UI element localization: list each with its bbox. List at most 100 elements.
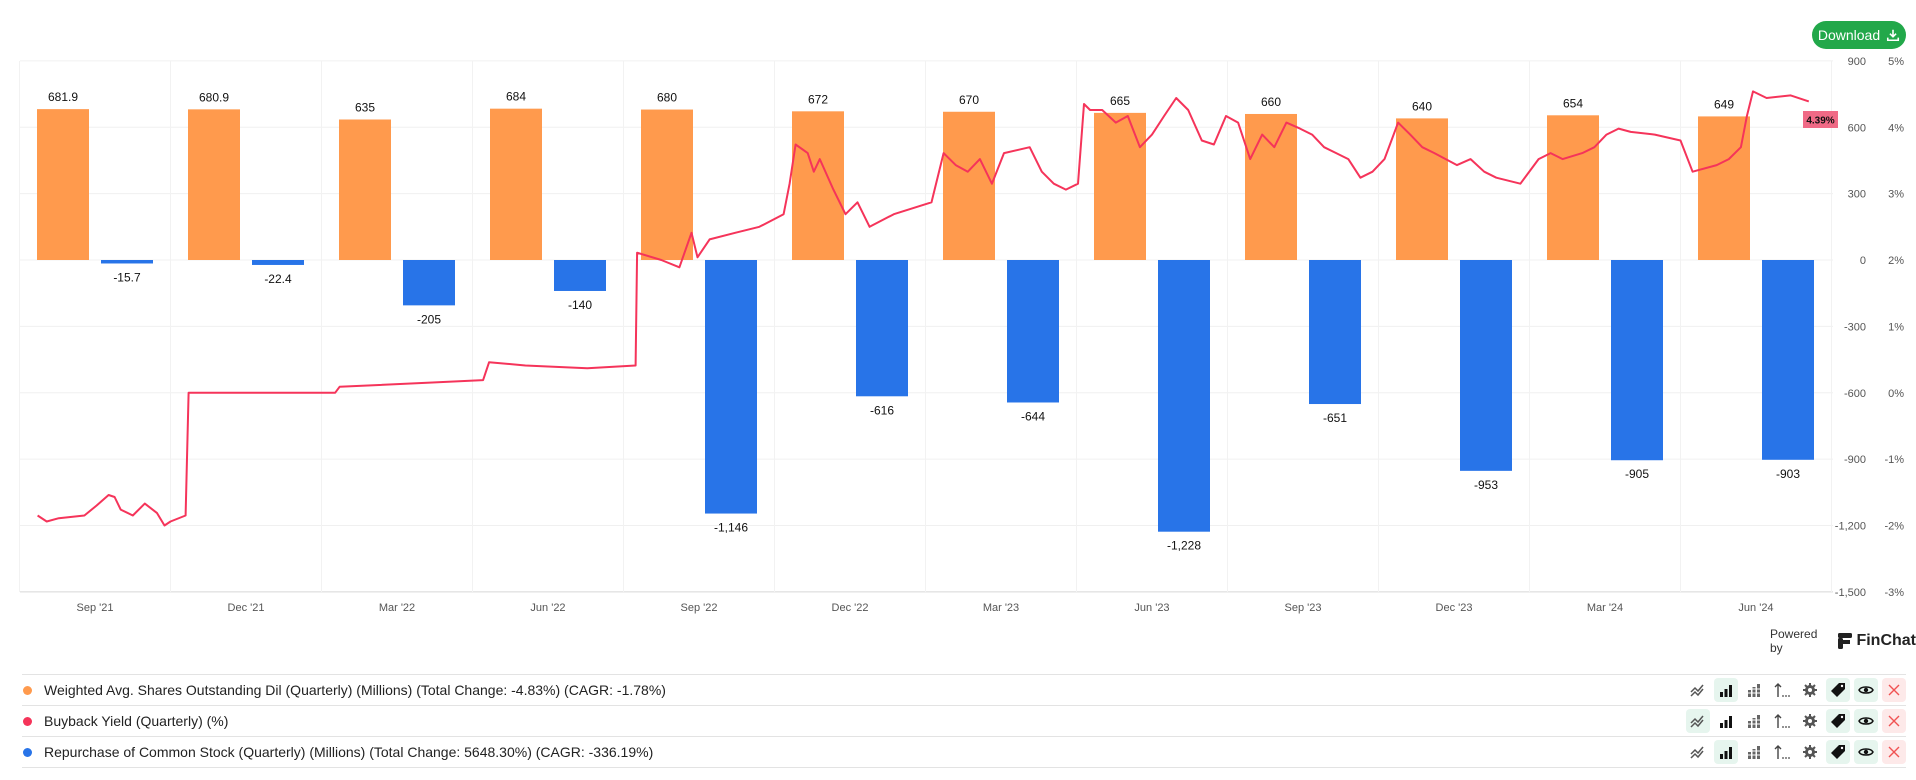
shares-bar [943,111,995,260]
right-axis-tick: 2% [1888,255,1904,267]
right-axis-tick: -2% [1884,521,1904,533]
bar-chart-button[interactable] [1714,678,1738,702]
gear-button[interactable] [1798,678,1822,702]
stacked-bar-button[interactable] [1742,678,1766,702]
x-axis-tick: Mar '22 [379,602,415,614]
repurchase-bar [1460,260,1512,471]
yield-line [37,90,1810,527]
powered-by-text: Powered by [1770,627,1818,655]
repurchase-bar [1762,260,1814,460]
last-value-badge-text: 4.39% [1806,116,1834,127]
gear-button[interactable] [1798,740,1822,764]
close-button[interactable] [1882,678,1906,702]
legend-label: Repurchase of Common Stock (Quarterly) (… [44,744,654,760]
left-axis-tick: 300 [1848,189,1866,201]
repurchase-bar [1158,260,1210,532]
finchat-brand: FinChat [1856,632,1916,649]
legend-row[interactable]: Buyback Yield (Quarterly) (%) [22,705,1906,736]
shares-bar-label: 680 [657,91,677,105]
tag-icon [1831,714,1845,728]
close-icon [1888,684,1900,696]
finchat-logo[interactable]: FinChat [1838,632,1916,650]
eye-icon [1858,748,1874,756]
line-chart-button[interactable] [1686,678,1710,702]
line-chart-icon [1690,746,1704,759]
bar-chart-icon [1720,685,1732,697]
sort-button[interactable] [1770,709,1794,733]
shares-bar [792,111,844,260]
left-axis-tick: 0 [1860,255,1866,267]
close-button[interactable] [1882,740,1906,764]
eye-button[interactable] [1854,678,1878,702]
bar-chart-button[interactable] [1714,709,1738,733]
x-axis-tick: Jun '23 [1134,602,1169,614]
repurchase-bar [705,260,757,514]
right-axis-tick: 5% [1888,56,1904,68]
x-axis-tick: Mar '23 [983,602,1019,614]
shares-bar [37,109,89,260]
bar-chart-button[interactable] [1714,740,1738,764]
repurchase-bar-label: -205 [417,312,441,326]
download-label: Download [1817,27,1881,43]
x-axis-tick: Jun '24 [1738,602,1773,614]
close-button[interactable] [1882,709,1906,733]
left-axis-tick: 600 [1848,122,1866,134]
shares-bar-label: 670 [959,93,979,107]
series-actions [1686,740,1906,764]
repurchase-bar [1309,260,1361,405]
stacked-bar-icon [1747,715,1761,728]
sort-button[interactable] [1770,678,1794,702]
legend-row[interactable]: Weighted Avg. Shares Outstanding Dil (Qu… [22,674,1906,705]
repurchase-bar [554,260,606,291]
legend-row[interactable]: Repurchase of Common Stock (Quarterly) (… [22,736,1906,768]
series-actions [1686,678,1906,702]
tag-button[interactable] [1826,678,1850,702]
right-axis-tick: 0% [1888,388,1904,400]
line-chart-button[interactable] [1686,740,1710,764]
close-icon [1888,746,1900,758]
shares-bar [490,108,542,260]
repurchase-bar [403,260,455,306]
download-button[interactable]: Download [1812,21,1906,49]
left-axis-tick: -900 [1844,454,1866,466]
repurchase-bar [252,260,304,265]
data-labels: 681.9 680.9 635 684 680 672 670 665 660 640 654 649… [48,90,1800,553]
series-color-dot [23,685,32,695]
stacked-bar-button[interactable] [1742,709,1766,733]
shares-bar [1396,118,1448,261]
right-axis-tick: 3% [1888,189,1904,201]
shares-bar [1094,112,1146,261]
shares-bar-label: 681.9 [48,90,78,104]
stacked-bar-button[interactable] [1742,740,1766,764]
repurchase-bar-label: -903 [1776,467,1800,481]
line-chart-button[interactable] [1686,709,1710,733]
combo-chart: 681.9 680.9 635 684 680 672 670 665 660 640 654 649… [19,56,1904,614]
legend-label: Weighted Avg. Shares Outstanding Dil (Qu… [44,682,666,698]
last-value-badge: 4.39% [1803,111,1838,128]
sort-button[interactable] [1770,740,1794,764]
series-color-dot [23,716,32,726]
repurchase-bar-label: -1,146 [714,521,748,535]
shares-bar-label: 665 [1110,94,1130,108]
repurchase-bar-label: -651 [1323,411,1347,425]
eye-button[interactable] [1854,709,1878,733]
tag-button[interactable] [1826,709,1850,733]
series-actions [1686,709,1906,733]
tag-button[interactable] [1826,740,1850,764]
x-axis-tick: Mar '24 [1587,602,1623,614]
right-axis-tick: 1% [1888,321,1904,333]
eye-button[interactable] [1854,740,1878,764]
right-axis-tick: 4% [1888,122,1904,134]
line-chart-icon [1690,684,1704,697]
eye-icon [1858,717,1874,725]
x-axis-tick: Dec '23 [1436,602,1473,614]
repurchase-bar [856,260,908,397]
shares-bar-label: 660 [1261,95,1281,109]
shares-bar-label: 680.9 [199,90,229,104]
shares-bar-label: 684 [506,90,526,104]
repurchase-bar [1611,260,1663,461]
gear-button[interactable] [1798,709,1822,733]
tag-icon [1831,745,1845,759]
right-axis-tick: -1% [1884,454,1904,466]
x-axis-tick: Jun '22 [530,602,565,614]
